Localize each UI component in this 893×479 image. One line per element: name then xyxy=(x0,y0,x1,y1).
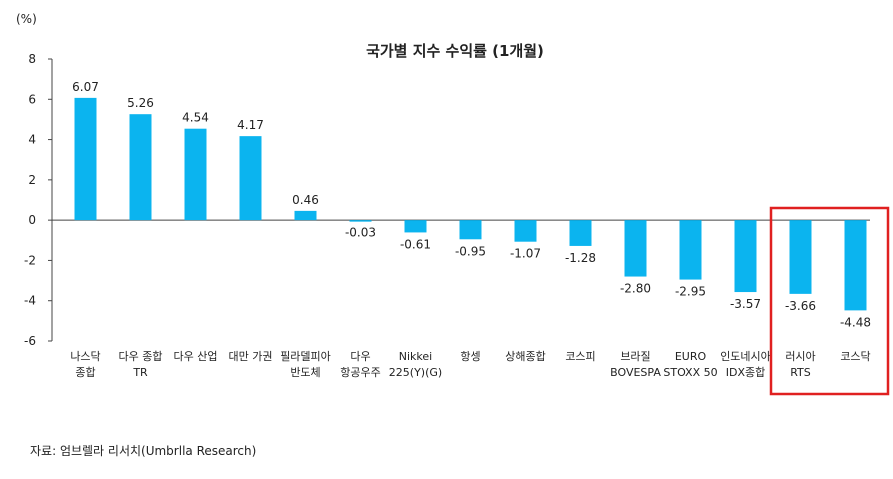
category-label: 다우 xyxy=(350,350,370,363)
bar xyxy=(349,220,372,222)
bar-value-label: -0.03 xyxy=(345,226,376,240)
category-label: RTS xyxy=(790,366,811,379)
bar-value-label: 6.07 xyxy=(72,80,99,94)
category-label: 러시아 xyxy=(785,350,815,363)
category-label: 브라질 xyxy=(620,350,650,363)
category-label: 다우 종합 xyxy=(119,350,163,363)
y-tick-label: 0 xyxy=(28,213,36,227)
category-label: 코스피 xyxy=(565,350,595,363)
highlight-group xyxy=(769,206,890,396)
category-label: TR xyxy=(132,366,148,379)
bar-value-label: -2.95 xyxy=(675,285,706,299)
bar xyxy=(844,220,867,311)
bar xyxy=(239,136,262,221)
bar xyxy=(569,220,592,246)
category-label: BOVESPA xyxy=(610,366,661,379)
highlight-box xyxy=(769,206,890,396)
value-labels-group: 6.07 5.26 4.54 4.17 0.46 -0.03 -0.61 -0.95 -1.07… xyxy=(72,80,871,330)
category-label: 항공우주 xyxy=(340,366,380,379)
bar-value-label: -4.48 xyxy=(840,315,871,329)
bar xyxy=(129,114,152,221)
y-tick-label: -2 xyxy=(24,253,36,267)
bar-value-label: 4.54 xyxy=(182,111,209,125)
y-tick-label: -4 xyxy=(24,294,36,308)
bar-value-label: 0.46 xyxy=(292,193,319,207)
bar-value-label: -1.07 xyxy=(510,247,541,261)
bar xyxy=(404,220,427,233)
bar xyxy=(734,220,757,293)
bar-value-label: -2.80 xyxy=(620,282,651,296)
category-label: IDX종합 xyxy=(726,366,766,379)
category-label: Nikkei xyxy=(399,350,432,363)
bar-value-label: -0.61 xyxy=(400,237,431,251)
category-label: STOXX 50 xyxy=(663,366,717,379)
category-label: EURO xyxy=(675,350,707,363)
bars-group xyxy=(74,97,867,311)
bar xyxy=(624,220,647,277)
bar-value-label: -3.57 xyxy=(730,297,761,311)
category-label: 대만 가권 xyxy=(229,350,273,363)
y-tick-label: 6 xyxy=(28,92,36,106)
source-note: 자료: 엄브렐라 리서치(Umbrlla Research) xyxy=(30,444,257,458)
bar xyxy=(789,220,812,294)
category-label: 225(Y)(G) xyxy=(389,366,442,379)
bar xyxy=(679,220,702,280)
bar xyxy=(459,220,482,240)
category-label: 코스닥 xyxy=(840,350,870,363)
chart-title: 국가별 지수 수익률 (1개월) xyxy=(366,42,544,60)
category-label: 종합 xyxy=(75,366,95,379)
category-label: 다우 산업 xyxy=(174,350,218,363)
y-tick-label: 8 xyxy=(28,52,36,66)
category-label: 나스닥 xyxy=(70,350,100,363)
y-tick-label: 4 xyxy=(28,133,36,147)
category-label: 인도네시아 xyxy=(720,350,771,363)
category-label: 상해종합 xyxy=(505,349,545,363)
y-tick-label: 2 xyxy=(28,173,36,187)
bar xyxy=(184,128,207,221)
bar-value-label: -1.28 xyxy=(565,251,596,265)
bar xyxy=(514,220,537,242)
category-label: 반도체 xyxy=(290,366,320,379)
category-label: 필라델피아 xyxy=(280,350,331,363)
y-axis-unit-label: (%) xyxy=(16,12,37,26)
category-label: 항셍 xyxy=(460,350,480,363)
bar-value-label: 4.17 xyxy=(237,118,264,132)
y-tick-label: -6 xyxy=(24,334,36,348)
bar-value-label: -0.95 xyxy=(455,244,486,258)
bar-value-label: 5.26 xyxy=(127,96,154,110)
bar xyxy=(74,97,97,221)
bar-value-label: -3.66 xyxy=(785,299,816,313)
bar xyxy=(294,210,317,221)
